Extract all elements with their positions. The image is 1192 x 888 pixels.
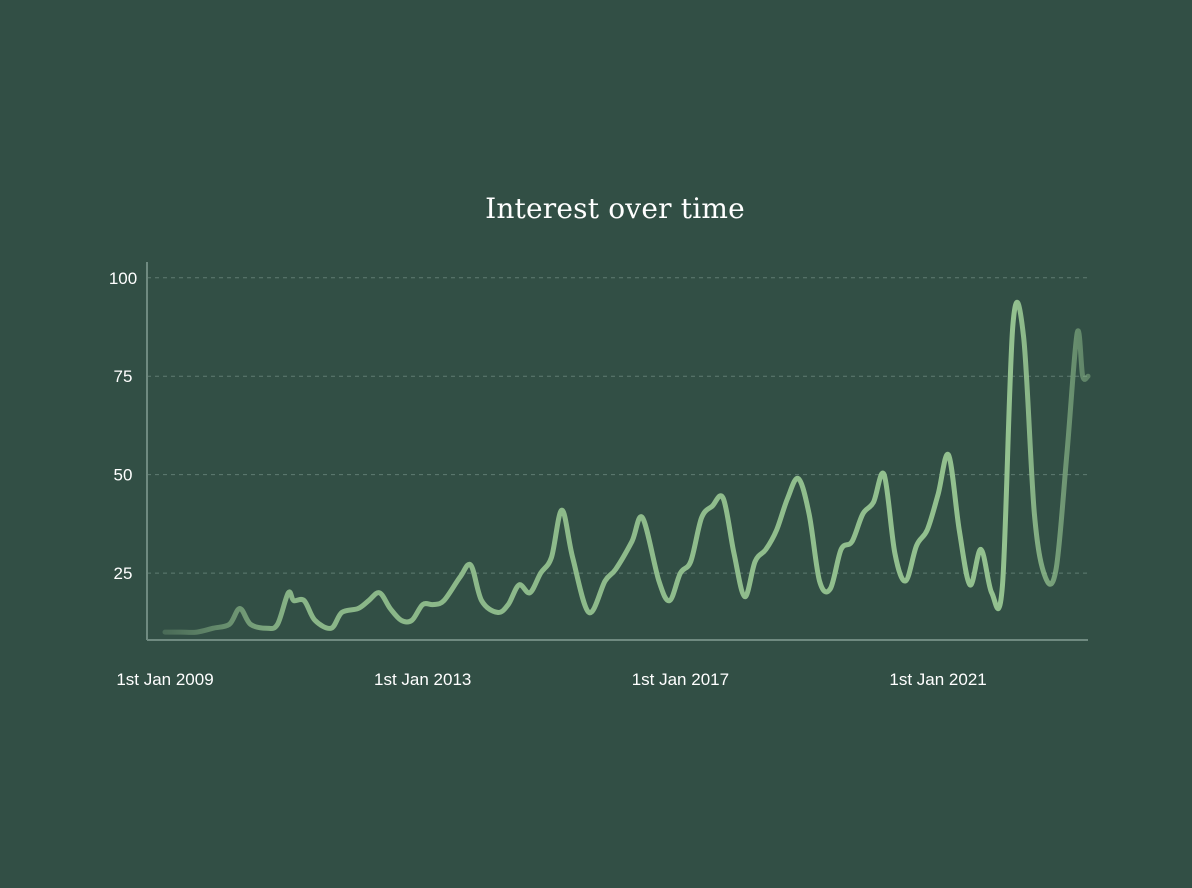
chart-title: Interest over time bbox=[485, 192, 745, 225]
data-point bbox=[667, 598, 673, 604]
data-point bbox=[1000, 582, 1006, 588]
data-point bbox=[640, 515, 646, 521]
data-point bbox=[946, 452, 952, 458]
data-point bbox=[1010, 322, 1016, 328]
data-point bbox=[956, 527, 962, 533]
data-point bbox=[677, 570, 683, 576]
x-tick-label: 1st Jan 2017 bbox=[632, 670, 729, 689]
data-point bbox=[892, 550, 898, 556]
data-point bbox=[903, 578, 909, 584]
data-point bbox=[1080, 373, 1086, 379]
data-point bbox=[441, 598, 447, 604]
data-point bbox=[881, 472, 887, 478]
y-tick-label: 75 bbox=[114, 367, 133, 386]
data-point bbox=[871, 499, 877, 505]
data-point bbox=[1085, 373, 1091, 379]
data-point bbox=[849, 539, 855, 545]
data-point bbox=[291, 598, 297, 604]
data-point bbox=[210, 625, 216, 631]
data-point bbox=[795, 476, 801, 482]
y-tick-label: 50 bbox=[114, 466, 133, 485]
data-point bbox=[194, 629, 200, 635]
data-point bbox=[549, 554, 555, 560]
data-point bbox=[516, 582, 522, 588]
data-point bbox=[420, 602, 426, 608]
series-line bbox=[162, 299, 1091, 635]
x-tick-labels: 1st Jan 2009 1st Jan 2013 1st Jan 2017 1st … bbox=[116, 670, 986, 689]
data-point bbox=[989, 590, 995, 596]
data-point bbox=[838, 546, 844, 552]
data-point bbox=[409, 617, 415, 623]
data-point bbox=[398, 617, 404, 623]
data-point bbox=[312, 617, 318, 623]
data-point bbox=[613, 566, 619, 572]
data-point bbox=[248, 621, 254, 627]
data-point bbox=[328, 625, 334, 631]
data-point bbox=[720, 495, 726, 501]
data-point bbox=[763, 546, 769, 552]
data-point bbox=[1031, 511, 1037, 517]
data-point bbox=[1021, 334, 1027, 340]
data-point bbox=[806, 511, 812, 517]
data-point bbox=[178, 629, 184, 635]
data-point bbox=[355, 606, 361, 612]
x-tick-label: 1st Jan 2021 bbox=[889, 670, 986, 689]
data-point bbox=[785, 495, 791, 501]
data-point bbox=[586, 609, 592, 615]
data-point bbox=[505, 602, 511, 608]
data-point bbox=[978, 546, 984, 552]
data-point bbox=[237, 606, 243, 612]
data-point bbox=[602, 578, 608, 584]
data-point bbox=[817, 578, 823, 584]
data-point bbox=[774, 527, 780, 533]
data-point bbox=[527, 590, 533, 596]
y-tick-label: 25 bbox=[114, 564, 133, 583]
data-point bbox=[538, 570, 544, 576]
data-point bbox=[914, 543, 920, 549]
data-point bbox=[339, 609, 345, 615]
data-point bbox=[731, 550, 737, 556]
data-point bbox=[285, 590, 291, 596]
data-point bbox=[301, 598, 307, 604]
data-point bbox=[430, 602, 436, 608]
data-point bbox=[1074, 330, 1080, 336]
data-point bbox=[457, 574, 463, 580]
data-point bbox=[699, 515, 705, 521]
data-point bbox=[742, 594, 748, 600]
data-point bbox=[162, 629, 168, 635]
data-point bbox=[688, 558, 694, 564]
data-point bbox=[860, 511, 866, 517]
data-point bbox=[366, 598, 372, 604]
y-tick-label: 100 bbox=[109, 269, 137, 288]
x-tick-label: 1st Jan 2013 bbox=[374, 670, 471, 689]
data-point bbox=[387, 606, 393, 612]
grid bbox=[147, 277, 1088, 574]
data-point bbox=[924, 527, 930, 533]
data-point bbox=[935, 491, 941, 497]
series bbox=[162, 299, 1091, 635]
data-point bbox=[495, 609, 501, 615]
x-tick-label: 1st Jan 2009 bbox=[116, 670, 213, 689]
data-point bbox=[479, 598, 485, 604]
data-point bbox=[656, 578, 662, 584]
data-point bbox=[629, 539, 635, 545]
data-point bbox=[967, 582, 973, 588]
data-point bbox=[752, 558, 758, 564]
data-point bbox=[1053, 566, 1059, 572]
data-point bbox=[827, 586, 833, 592]
data-point bbox=[377, 590, 383, 596]
data-point bbox=[226, 621, 232, 627]
data-point bbox=[709, 503, 715, 509]
data-point bbox=[468, 562, 474, 568]
data-point bbox=[275, 621, 281, 627]
data-point bbox=[570, 554, 576, 560]
y-tick-labels: 25 50 75 100 bbox=[109, 269, 137, 583]
data-point bbox=[559, 507, 565, 513]
data-point bbox=[1064, 452, 1070, 458]
data-point bbox=[1042, 574, 1048, 580]
data-point bbox=[264, 625, 270, 631]
